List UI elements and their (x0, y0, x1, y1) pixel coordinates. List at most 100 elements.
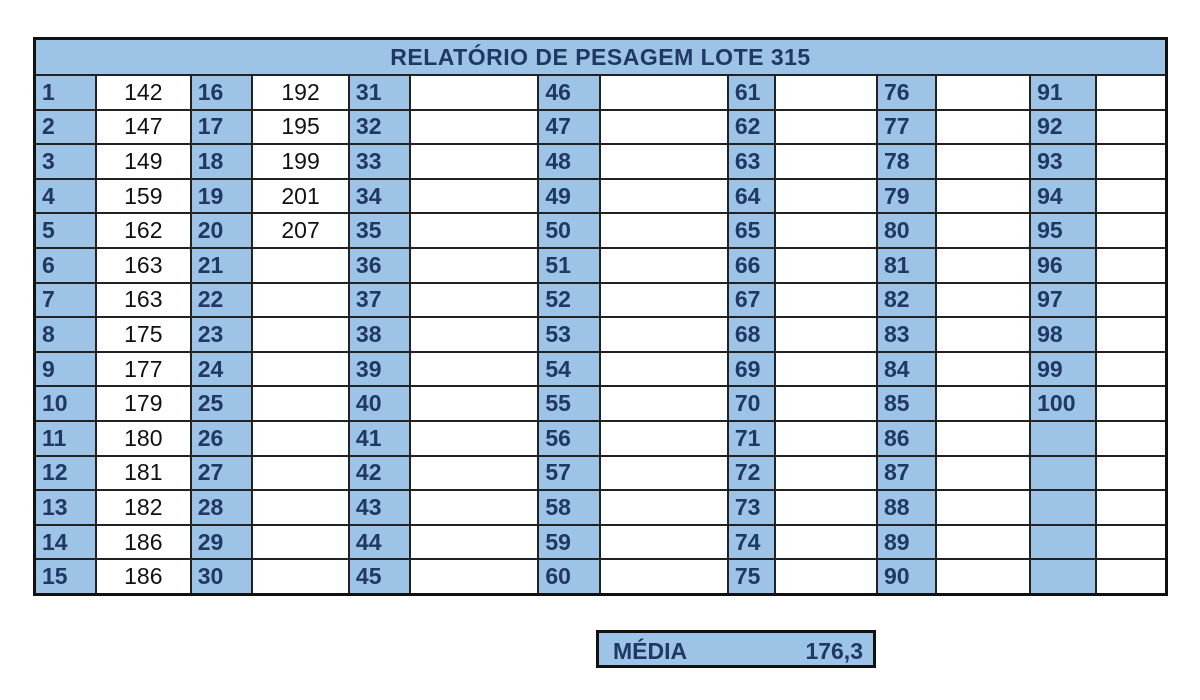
slot-weight-25 (251, 385, 350, 422)
slot-weight-10: 179 (94, 385, 192, 422)
slot-weight-2: 147 (94, 108, 192, 146)
slot-number-47: 47 (537, 108, 601, 146)
slot-weight-78 (935, 143, 1032, 180)
slot-weight-54 (598, 350, 729, 388)
slot-weight-70 (774, 385, 878, 422)
slot-number-68: 68 (726, 316, 777, 353)
table-row: 11 180 26 41 56 71 86 (33, 419, 1168, 457)
slot-number-52: 52 (537, 281, 601, 319)
slot-number-58: 58 (537, 489, 601, 526)
slot-weight-5: 162 (94, 212, 192, 249)
slot-weight-7: 163 (94, 281, 192, 319)
slot-weight-20: 207 (251, 212, 350, 249)
slot-number-89: 89 (875, 523, 938, 561)
slot-weight-87 (935, 454, 1032, 492)
slot-weight-24 (251, 350, 350, 388)
slot-weight-17: 195 (251, 108, 350, 146)
slot-number-66: 66 (726, 246, 777, 284)
slot-number-59: 59 (537, 523, 601, 561)
slot-weight-43 (409, 489, 540, 526)
slot-weight-60 (598, 558, 729, 596)
slot-number-100: 100 (1029, 385, 1097, 422)
slot-number-29: 29 (189, 523, 254, 561)
slot-number-48: 48 (537, 143, 601, 180)
table-row: 5 162 20 207 35 50 65 80 95 (33, 212, 1168, 249)
table-row: 13 182 28 43 58 73 88 (33, 489, 1168, 526)
slot-number-3: 3 (33, 143, 97, 180)
slot-number-31: 31 (347, 74, 412, 111)
slot-weight-18: 199 (251, 143, 350, 180)
slot-weight-92 (1094, 108, 1168, 146)
slot-weight-12: 181 (94, 454, 192, 492)
slot-number-27: 27 (189, 454, 254, 492)
slot-weight-85 (935, 385, 1032, 422)
average-label: MÉDIA (613, 638, 688, 664)
slot-number-6: 6 (33, 246, 97, 284)
slot-number-20: 20 (189, 212, 254, 249)
slot-number-90: 90 (875, 558, 938, 596)
slot-weight-8: 175 (94, 316, 192, 353)
slot-weight-76 (935, 74, 1032, 111)
table-row: 6 163 21 36 51 66 81 96 (33, 246, 1168, 284)
slot-number-42: 42 (347, 454, 412, 492)
slot-number-82: 82 (875, 281, 938, 319)
slot-weight-90 (935, 558, 1032, 596)
slot-number-40: 40 (347, 385, 412, 422)
slot-weight-29 (251, 523, 350, 561)
empty-slot-number (1029, 489, 1097, 526)
slot-weight-91 (1094, 74, 1168, 111)
slot-number-81: 81 (875, 246, 938, 284)
slot-weight-48 (598, 143, 729, 180)
slot-weight-44 (409, 523, 540, 561)
slot-weight-63 (774, 143, 878, 180)
slot-weight-11: 180 (94, 419, 192, 457)
slot-number-79: 79 (875, 177, 938, 215)
table-row: 3 149 18 199 33 48 63 78 93 (33, 143, 1168, 180)
slot-number-5: 5 (33, 212, 97, 249)
slot-weight-14: 186 (94, 523, 192, 561)
slot-weight-67 (774, 281, 878, 319)
slot-number-8: 8 (33, 316, 97, 353)
slot-weight-40 (409, 385, 540, 422)
slot-number-75: 75 (726, 558, 777, 596)
slot-weight-32 (409, 108, 540, 146)
slot-weight-15: 186 (94, 558, 192, 596)
slot-number-54: 54 (537, 350, 601, 388)
slot-number-39: 39 (347, 350, 412, 388)
slot-weight-89 (935, 523, 1032, 561)
empty-slot-weight (1094, 454, 1168, 492)
slot-number-93: 93 (1029, 143, 1097, 180)
average-value: 176,3 (805, 638, 863, 664)
slot-weight-98 (1094, 316, 1168, 353)
slot-number-94: 94 (1029, 177, 1097, 215)
slot-weight-64 (774, 177, 878, 215)
slot-number-26: 26 (189, 419, 254, 457)
table-row: 7 163 22 37 52 67 82 97 (33, 281, 1168, 319)
slot-weight-53 (598, 316, 729, 353)
slot-number-49: 49 (537, 177, 601, 215)
slot-number-25: 25 (189, 385, 254, 422)
slot-number-60: 60 (537, 558, 601, 596)
slot-weight-27 (251, 454, 350, 492)
table-row: 8 175 23 38 53 68 83 98 (33, 316, 1168, 353)
slot-number-46: 46 (537, 74, 601, 111)
slot-number-19: 19 (189, 177, 254, 215)
slot-weight-47 (598, 108, 729, 146)
slot-weight-6: 163 (94, 246, 192, 284)
table-row: 2 147 17 195 32 47 62 77 92 (33, 108, 1168, 146)
slot-weight-83 (935, 316, 1032, 353)
slot-weight-39 (409, 350, 540, 388)
slot-number-87: 87 (875, 454, 938, 492)
slot-number-11: 11 (33, 419, 97, 457)
slot-weight-22 (251, 281, 350, 319)
slot-number-88: 88 (875, 489, 938, 526)
slot-number-13: 13 (33, 489, 97, 526)
slot-weight-23 (251, 316, 350, 353)
slot-number-62: 62 (726, 108, 777, 146)
slot-weight-13: 182 (94, 489, 192, 526)
slot-number-33: 33 (347, 143, 412, 180)
slot-weight-16: 192 (251, 74, 350, 111)
slot-weight-69 (774, 350, 878, 388)
average-box: MÉDIA 176,3 (596, 630, 876, 668)
slot-number-2: 2 (33, 108, 97, 146)
